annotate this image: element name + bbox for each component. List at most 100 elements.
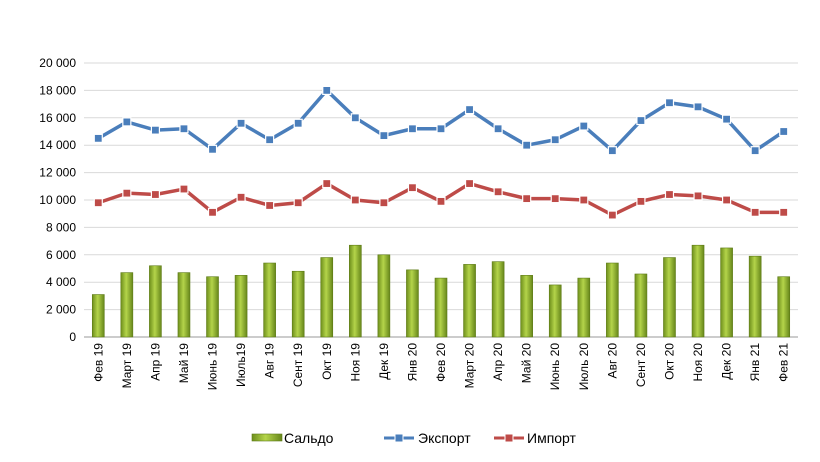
marker-import <box>322 178 332 189</box>
marker-import <box>407 183 418 193</box>
y-tick-label: 18 000 <box>39 83 76 97</box>
bar-saldo <box>377 254 391 338</box>
bar-saldo <box>206 276 219 338</box>
marker-import <box>207 207 218 217</box>
y-tick-label: 14 000 <box>39 138 76 152</box>
marker-import <box>236 192 246 202</box>
marker-import <box>721 195 732 205</box>
marker-import <box>636 196 646 206</box>
x-tick-label: Фев 20 <box>434 343 448 382</box>
marker-export <box>664 98 675 108</box>
legend-item-import: Импорт <box>494 430 577 446</box>
bar-saldo <box>691 244 705 338</box>
y-axis: 0 2 000 4 000 6 000 8 000 10 000 12 000 14 000 1… <box>39 56 76 344</box>
y-tick-label: 20 000 <box>39 56 76 70</box>
x-tick-label: Янв 20 <box>405 343 419 382</box>
y-tick-label: 16 000 <box>39 111 76 125</box>
marker-import <box>464 178 475 189</box>
bar-saldo <box>234 275 248 338</box>
marker-export <box>207 144 218 154</box>
marker-import <box>379 198 389 208</box>
marker-export <box>436 124 446 134</box>
bar-saldo <box>606 262 619 338</box>
x-tick-label: Июнь 19 <box>206 343 220 391</box>
lines <box>93 85 789 220</box>
marker-export <box>779 126 789 137</box>
marker-export <box>636 115 646 126</box>
bar-saldo <box>748 255 762 338</box>
marker-export <box>293 118 303 128</box>
y-tick-label: 4 000 <box>46 275 76 289</box>
y-tick-label: 2 000 <box>46 303 76 317</box>
legend-label-export: Экспорт <box>418 430 471 446</box>
legend-marker-export <box>394 433 404 443</box>
marker-import <box>179 184 189 194</box>
marker-export <box>179 124 189 134</box>
marker-import <box>93 198 103 208</box>
x-tick-label: Окт 19 <box>320 343 334 380</box>
x-tick-label: Дек 20 <box>720 343 734 380</box>
marker-export <box>579 121 589 131</box>
legend: Сальдо Экспорт Импорт <box>251 430 577 446</box>
marker-export <box>265 135 275 145</box>
legend-label-import: Импорт <box>527 430 577 446</box>
marker-import <box>122 188 132 198</box>
marker-export <box>236 118 246 128</box>
bar-saldo <box>548 284 562 338</box>
x-tick-label: Авг 20 <box>605 343 619 379</box>
marker-export <box>464 104 475 115</box>
marker-import <box>779 207 789 217</box>
bar-saldo <box>291 270 305 338</box>
marker-export <box>522 140 532 150</box>
bar-saldo <box>91 294 105 338</box>
marker-import <box>664 189 675 200</box>
bar-saldo <box>406 269 419 338</box>
legend-item-export: Экспорт <box>384 430 471 446</box>
x-tick-label: Ноя 20 <box>691 343 705 382</box>
x-tick-label: Фев 19 <box>91 343 105 382</box>
x-tick-label: Апр 19 <box>148 343 162 381</box>
bar-saldo <box>320 257 334 338</box>
marker-export <box>721 114 732 124</box>
bar-saldo <box>120 272 134 338</box>
marker-export <box>379 131 389 141</box>
bar-saldo <box>577 277 591 338</box>
x-tick-label: Дек 19 <box>377 343 391 380</box>
marker-export <box>350 113 360 123</box>
x-tick-label: Май 19 <box>177 343 191 384</box>
bar-saldo <box>263 262 276 338</box>
x-tick-label: Янв 21 <box>748 343 762 382</box>
bar-saldo <box>663 257 676 338</box>
marker-export <box>693 102 703 112</box>
x-tick-label: Июль19 <box>234 343 248 387</box>
marker-import <box>693 191 703 201</box>
marker-export <box>407 124 418 134</box>
bar-saldo <box>177 272 191 338</box>
marker-import <box>293 198 303 208</box>
marker-import <box>550 194 560 204</box>
marker-import <box>522 194 532 204</box>
y-tick-label: 10 000 <box>39 193 76 207</box>
marker-export <box>550 135 560 145</box>
x-tick-label: Июнь 20 <box>548 343 562 391</box>
x-tick-label: Март 20 <box>463 343 477 389</box>
bar-saldo <box>491 261 505 338</box>
legend-marker-import <box>504 433 514 443</box>
marker-export <box>750 146 760 156</box>
x-tick-label: Сент 20 <box>634 343 648 387</box>
marker-export <box>607 146 617 156</box>
legend-label-saldo: Сальдо <box>284 430 334 446</box>
marker-export <box>122 117 132 127</box>
bars <box>91 244 791 338</box>
x-tick-label: Май 20 <box>520 343 534 384</box>
x-tick-label: Апр 20 <box>491 343 505 381</box>
y-tick-label: 6 000 <box>46 248 76 262</box>
marker-import <box>750 207 760 217</box>
x-tick-label: Июль 20 <box>577 343 591 391</box>
x-tick-label: Март 19 <box>120 343 134 389</box>
marker-import <box>493 187 503 197</box>
marker-import <box>607 210 617 220</box>
bar-saldo <box>349 244 362 338</box>
bar-saldo <box>463 264 476 338</box>
